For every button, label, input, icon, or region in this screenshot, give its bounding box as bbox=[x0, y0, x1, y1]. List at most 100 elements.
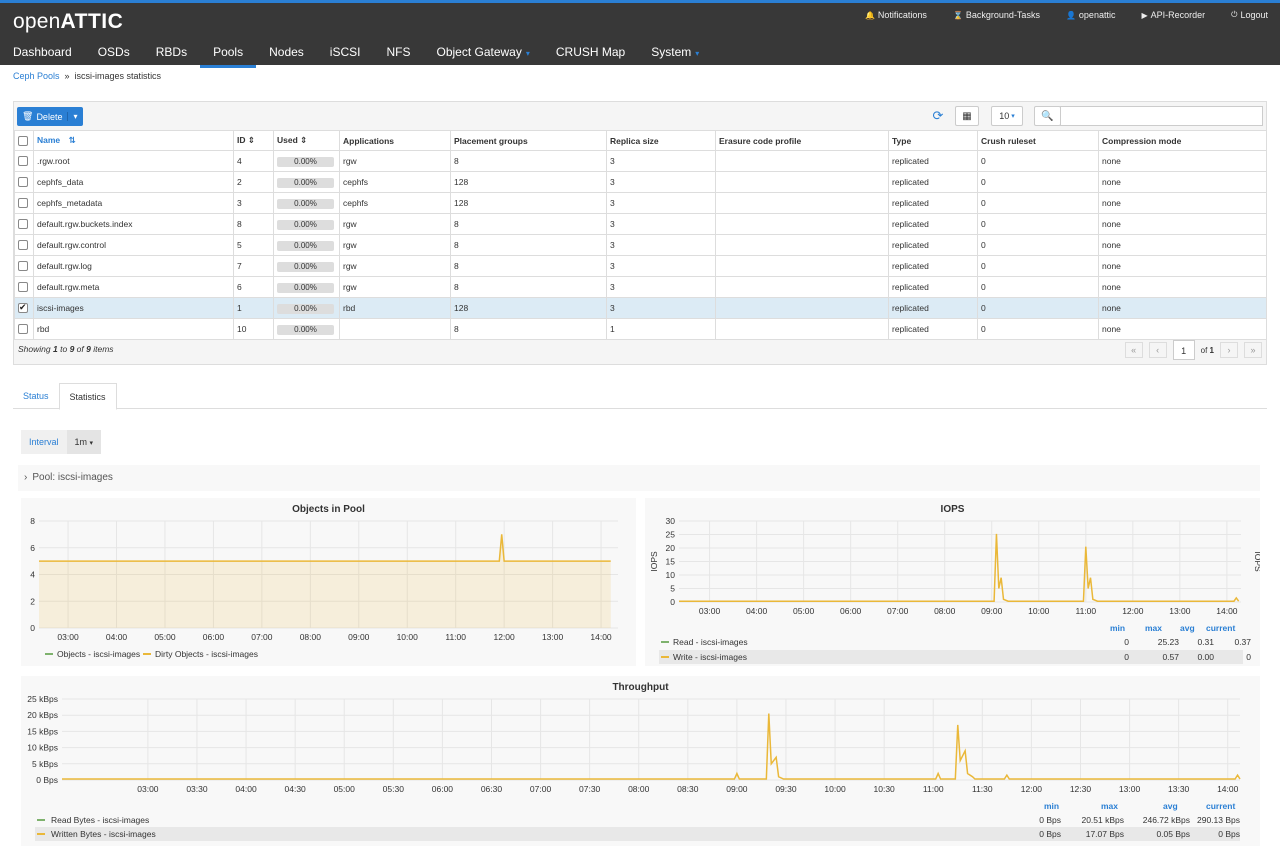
first-page-button[interactable]: « bbox=[1124, 342, 1143, 358]
top-navbar: openATTIC 🔔 Notifications ⌛ Background-Tas… bbox=[0, 0, 1280, 68]
nav-nodes[interactable]: Nodes bbox=[256, 40, 317, 68]
y-tick-label: 2 bbox=[30, 596, 35, 606]
cell-app bbox=[339, 318, 451, 340]
y-tick-label: 8 bbox=[30, 516, 35, 526]
tab-statistics[interactable]: Statistics bbox=[58, 383, 117, 410]
page-input[interactable]: 1 bbox=[1172, 340, 1195, 360]
legend-objects[interactable]: Objects - iscsi-images bbox=[45, 649, 140, 659]
table-row[interactable]: default.rgw.control 5 0.00% rgw 8 3 replicated… bbox=[14, 234, 1267, 256]
col-type[interactable]: Type bbox=[888, 130, 978, 151]
nav-crush-map[interactable]: CRUSH Map bbox=[543, 40, 638, 68]
stat-row-written-bytes[interactable]: Written Bytes - iscsi-images 0 Bps 17.07… bbox=[35, 827, 1240, 841]
x-tick-label: 04:00 bbox=[746, 606, 768, 616]
x-tick-label: 11:00 bbox=[445, 632, 466, 642]
column-toggle-icon[interactable]: ▦ bbox=[955, 106, 979, 126]
table-row[interactable]: cephfs_data 2 0.00% cephfs 128 3 replicated 0 no… bbox=[14, 171, 1267, 193]
search-input[interactable] bbox=[1061, 107, 1262, 125]
nav-nfs[interactable]: NFS bbox=[373, 40, 423, 68]
cell-used: 0.00% bbox=[273, 255, 340, 277]
row-checkbox[interactable] bbox=[18, 177, 28, 188]
table-row[interactable]: .rgw.root 4 0.00% rgw 8 3 replicated 0 none bbox=[14, 150, 1267, 172]
y-tick-label: 20 bbox=[666, 543, 676, 553]
row-checkbox[interactable] bbox=[18, 302, 28, 314]
used-progress-bar: 0.00% bbox=[277, 282, 334, 293]
col-id[interactable]: ID ⇕ bbox=[233, 130, 274, 151]
interval-dropdown[interactable]: 1m ▾ bbox=[66, 430, 102, 454]
used-progress-bar: 0.00% bbox=[277, 198, 334, 209]
row-checkbox[interactable] bbox=[18, 324, 28, 335]
cell-crush: 0 bbox=[977, 192, 1099, 214]
nav-pools[interactable]: Pools bbox=[200, 40, 257, 68]
used-progress-bar: 0.00% bbox=[277, 219, 334, 230]
col-used[interactable]: Used ⇕ bbox=[273, 130, 340, 151]
row-select-cell bbox=[14, 150, 34, 172]
pool-row-header[interactable]: › Pool: iscsi-images bbox=[18, 465, 1260, 491]
row-checkbox[interactable] bbox=[18, 219, 28, 230]
background-tasks-link[interactable]: ⌛ Background-Tasks bbox=[952, 10, 1040, 20]
delete-button[interactable]: 🗑 Delete bbox=[22, 111, 63, 122]
table-row[interactable]: default.rgw.log 7 0.00% rgw 8 3 replicated 0 non… bbox=[14, 255, 1267, 277]
row-checkbox[interactable] bbox=[18, 261, 28, 272]
x-tick-label: 06:00 bbox=[203, 632, 225, 642]
nav-osds[interactable]: OSDs bbox=[85, 40, 143, 68]
col-crush-ruleset[interactable]: Crush ruleset bbox=[977, 130, 1099, 151]
prev-page-button[interactable]: ‹ bbox=[1148, 342, 1167, 358]
openattic-logo[interactable]: openATTIC bbox=[13, 10, 124, 33]
showing-count: Showing 1 to 9 of 9 items bbox=[18, 344, 114, 354]
cell-crush: 0 bbox=[977, 276, 1099, 298]
nav-object-gateway[interactable]: Object Gateway ▾ bbox=[423, 40, 542, 68]
cell-ec bbox=[715, 297, 889, 319]
x-tick-label: 03:00 bbox=[699, 606, 721, 616]
trash-icon: 🗑 bbox=[22, 111, 34, 121]
stat-row-read[interactable]: Read - iscsi-images 0 25.23 0.31 0.37 bbox=[659, 635, 1251, 649]
notifications-link[interactable]: 🔔 Notifications bbox=[864, 10, 927, 20]
table-row[interactable]: default.rgw.buckets.index 8 0.00% rgw 8 3 repl… bbox=[14, 213, 1267, 235]
delete-dropdown-toggle[interactable]: ▾ bbox=[67, 112, 83, 121]
last-page-button[interactable]: » bbox=[1244, 342, 1262, 358]
stat-header-current: current bbox=[1206, 623, 1236, 633]
table-row[interactable]: cephfs_metadata 3 0.00% cephfs 128 3 replicate… bbox=[14, 192, 1267, 214]
row-checkbox[interactable] bbox=[18, 240, 28, 251]
row-checkbox[interactable] bbox=[18, 156, 28, 167]
next-page-button[interactable]: › bbox=[1220, 342, 1238, 358]
col-compression-mode[interactable]: Compression mode bbox=[1098, 130, 1267, 151]
col-name[interactable]: Name ⇅ bbox=[33, 130, 234, 151]
x-tick-label: 07:00 bbox=[887, 606, 909, 616]
refresh-icon[interactable]: ⟳ bbox=[932, 108, 944, 123]
api-recorder-link[interactable]: ▶ API-Recorder bbox=[1141, 10, 1206, 20]
table-row[interactable]: default.rgw.meta 6 0.00% rgw 8 3 replicated 0 no… bbox=[14, 276, 1267, 298]
col-placement-groups[interactable]: Placement groups bbox=[450, 130, 607, 151]
legend-dirty-objects[interactable]: Dirty Objects - iscsi-images bbox=[143, 649, 258, 659]
search-icon[interactable]: 🔍 bbox=[1034, 106, 1061, 126]
nav-rbds[interactable]: RBDs bbox=[143, 40, 200, 68]
col-replica-size[interactable]: Replica size bbox=[606, 130, 716, 151]
cell-type: replicated bbox=[888, 297, 978, 319]
y-tick-label: 10 bbox=[666, 570, 676, 580]
cell-type: replicated bbox=[888, 276, 978, 298]
nav-dashboard[interactable]: Dashboard bbox=[0, 40, 85, 68]
row-checkbox[interactable] bbox=[18, 282, 28, 293]
x-tick-label: 05:00 bbox=[334, 784, 356, 794]
page-size-select[interactable]: 10 ▾ bbox=[991, 106, 1023, 126]
cell-used: 0.00% bbox=[273, 318, 340, 340]
user-menu[interactable]: 👤 openattic bbox=[1065, 10, 1116, 20]
stat-row-read-bytes[interactable]: Read Bytes - iscsi-images 0 Bps 20.51 kB… bbox=[35, 813, 1240, 827]
breadcrumb-ceph-pools[interactable]: Ceph Pools bbox=[13, 71, 60, 81]
stat-header-min: min bbox=[1110, 623, 1126, 633]
throughput-chart: 0 Bps 5 kBps 10 kBps 15 kBps 20 kBps 25 kBps 0… bbox=[27, 694, 1241, 794]
table-row[interactable]: rbd 10 0.00% 8 1 replicated 0 none bbox=[14, 318, 1267, 340]
cell-app: cephfs bbox=[339, 171, 451, 193]
x-tick-label: 11:00 bbox=[1075, 606, 1096, 616]
stat-row-write[interactable]: Write - iscsi-images 0 0.57 0.00 0 bbox=[659, 650, 1251, 664]
row-checkbox[interactable] bbox=[18, 198, 28, 209]
nav-system[interactable]: System ▾ bbox=[638, 40, 712, 68]
col-erasure-code-profile[interactable]: Erasure code profile bbox=[715, 130, 889, 151]
logout-link[interactable]: ⏻ Logout bbox=[1231, 10, 1268, 20]
tab-status[interactable]: Status bbox=[23, 391, 49, 401]
col-applications[interactable]: Applications bbox=[339, 130, 451, 151]
hourglass-icon: ⌛ bbox=[952, 10, 963, 20]
nav-iscsi[interactable]: iSCSI bbox=[317, 40, 374, 68]
select-all-checkbox[interactable] bbox=[18, 135, 28, 146]
cell-pg: 8 bbox=[450, 276, 607, 298]
